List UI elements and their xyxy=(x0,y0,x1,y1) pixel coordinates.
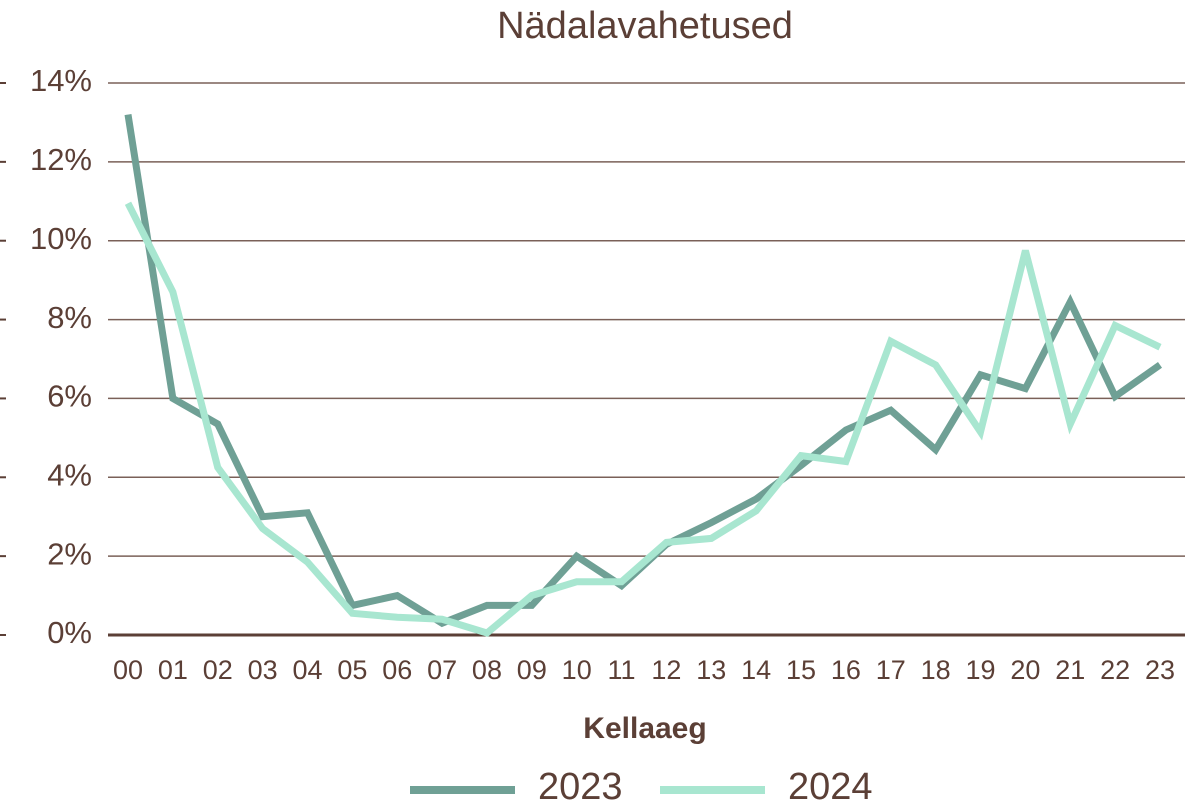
x-tick-label: 10 xyxy=(562,655,592,685)
x-tick-label: 07 xyxy=(427,655,457,685)
x-tick-label: 22 xyxy=(1100,655,1130,685)
x-axis-label: Kellaaeg xyxy=(583,712,706,745)
x-tick-label: 05 xyxy=(337,655,367,685)
x-tick-label: 04 xyxy=(292,655,322,685)
y-tick-label: 10% xyxy=(30,221,92,256)
x-tick-label: 13 xyxy=(696,655,726,685)
y-tick-label: 14% xyxy=(30,63,92,98)
x-tick-label: 19 xyxy=(965,655,995,685)
y-tick-label: 4% xyxy=(47,457,92,492)
legend-label: 2024 xyxy=(788,766,873,807)
y-tick-label: 6% xyxy=(47,379,92,414)
x-tick-label: 21 xyxy=(1055,655,1085,685)
x-tick-label: 17 xyxy=(876,655,906,685)
y-tick-label: 12% xyxy=(30,142,92,177)
y-tick-label: 2% xyxy=(47,536,92,571)
x-tick-label: 11 xyxy=(608,655,636,685)
x-tick-label: 14 xyxy=(741,655,771,685)
x-tick-label: 16 xyxy=(831,655,861,685)
x-tick-label: 01 xyxy=(158,655,188,685)
x-tick-label: 23 xyxy=(1145,655,1175,685)
x-tick-label: 06 xyxy=(382,655,412,685)
x-tick-label: 15 xyxy=(786,655,816,685)
y-tick-label: 0% xyxy=(47,615,92,650)
x-tick-label: 08 xyxy=(472,655,502,685)
x-tick-label: 03 xyxy=(248,655,278,685)
x-tick-label: 09 xyxy=(517,655,547,685)
x-tick-label: 20 xyxy=(1010,655,1040,685)
line xyxy=(124,201,1162,637)
y-tick-label: 8% xyxy=(47,300,92,335)
x-tick-label: 00 xyxy=(113,655,143,685)
x-tick-label: 02 xyxy=(203,655,233,685)
chart-title: Nädalavahetused xyxy=(497,5,793,47)
x-tick-label: 12 xyxy=(651,655,681,685)
x-tick-label: 18 xyxy=(921,655,951,685)
legend-label: 2023 xyxy=(538,766,623,807)
